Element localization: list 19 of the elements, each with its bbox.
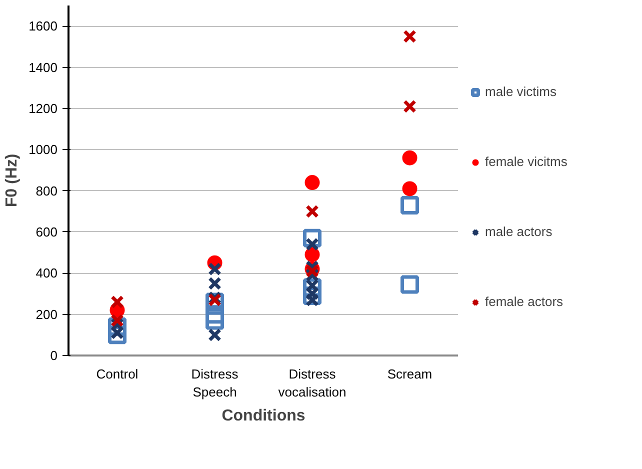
x-tick-label: Scream — [387, 366, 432, 382]
y-tick-label: 1600 — [28, 18, 58, 34]
legend-label: female vicitms — [485, 154, 568, 169]
y-tick-label: 200 — [36, 306, 58, 322]
x-axis-title: Conditions — [222, 408, 306, 424]
y-tick-label: 0 — [50, 348, 58, 363]
y-tick-label: 1000 — [28, 142, 58, 158]
y-tick-label: 400 — [36, 266, 58, 281]
legend-label: male victims — [485, 84, 557, 99]
x-tick-label: Control — [96, 366, 138, 382]
legend-label: male actors — [485, 224, 552, 239]
y-tick-label: 1400 — [28, 60, 58, 75]
y-tick-label: 800 — [36, 183, 58, 198]
y-axis-title: F0 (Hz) — [4, 154, 21, 208]
y-tick-label: 600 — [36, 224, 58, 240]
y-tick-label: 1200 — [28, 100, 58, 116]
x-tick-label: Distress Speech — [191, 366, 239, 400]
x-tick-label: Distress vocalisation — [278, 366, 346, 400]
legend-label: female actors — [485, 294, 564, 309]
